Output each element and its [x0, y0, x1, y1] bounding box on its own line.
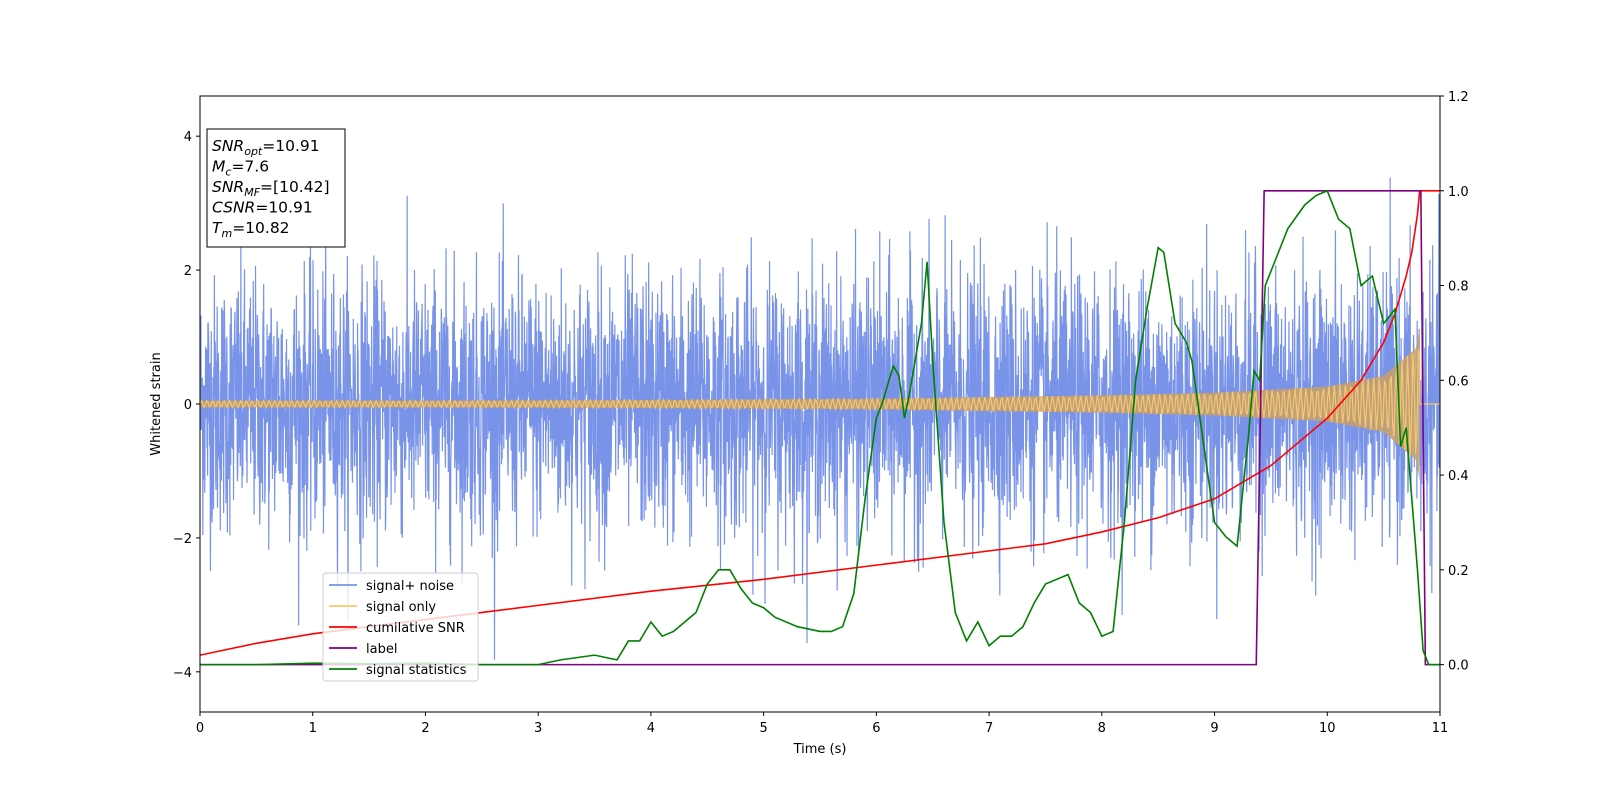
x-tick-label: 0 [196, 721, 204, 736]
legend-label: signal statistics [366, 663, 467, 678]
x-tick-label: 11 [1432, 721, 1449, 736]
annotation-line: SNRMF=[10.42] [212, 178, 330, 199]
y-axis-label: Whitened strain [149, 352, 164, 455]
y2-tick-label: 1.0 [1448, 185, 1469, 200]
annotation-frame [206, 128, 346, 248]
x-axis-label: Time (s) [793, 742, 847, 757]
series-cumilative-snr-line [200, 189, 1440, 656]
axes: 0 1 2 3 4 5 6 7 8 9 10 11 −4 −2 0 2 4 0.0 0.2 0.4 0.6 0.8 1.0 1… [173, 90, 1469, 736]
x-tick-label: 3 [534, 721, 542, 736]
x-tick-label: 8 [1098, 721, 1106, 736]
series-label-line [200, 189, 1440, 666]
legend-label: signal only [366, 600, 436, 615]
legend: signal+ noise signal only cumilative SNR la… [322, 572, 479, 682]
series-signal-only-band [200, 327, 1420, 481]
y2-tick-label: 0.0 [1448, 659, 1469, 674]
y2-tick-label: 0.8 [1448, 280, 1469, 295]
y2-tick-label: 0.2 [1448, 564, 1469, 579]
legend-frame [322, 572, 479, 682]
annotation-box: SNRopt=10.91Mc=7.6SNRMF=[10.42]CSNR=10.9… [206, 128, 346, 248]
x-tick-label: 1 [309, 721, 317, 736]
x-tick-label: 7 [985, 721, 993, 736]
series-signal-only-line [200, 349, 1440, 454]
y2-tick-label: 0.6 [1448, 374, 1469, 389]
annotation-line: Mc=7.6 [212, 158, 269, 179]
x-tick-label: 10 [1319, 721, 1336, 736]
x-tick-label: 4 [647, 721, 655, 736]
y-tick-label: 2 [184, 264, 192, 279]
annotation-line: SNRopt=10.91 [212, 137, 320, 158]
y-tick-label: 4 [184, 130, 192, 145]
y2-tick-label: 1.2 [1448, 90, 1469, 105]
y-tick-label: −4 [173, 666, 192, 681]
legend-label: label [366, 642, 397, 657]
x-tick-label: 5 [759, 721, 767, 736]
legend-label: signal+ noise [366, 579, 454, 594]
legend-label: cumilative SNR [366, 621, 465, 636]
y2-tick-label: 0.4 [1448, 469, 1469, 484]
annotation-line: CSNR=10.91 [212, 199, 313, 217]
y-tick-label: −2 [173, 532, 192, 547]
annotation-line: Tm=10.82 [212, 219, 290, 240]
y-tick-label: 0 [184, 398, 192, 413]
x-tick-label: 6 [872, 721, 880, 736]
x-tick-label: 2 [421, 721, 429, 736]
plot-area [200, 177, 1440, 666]
x-tick-label: 9 [1210, 721, 1218, 736]
series-signal-statistics-line [200, 189, 1440, 666]
